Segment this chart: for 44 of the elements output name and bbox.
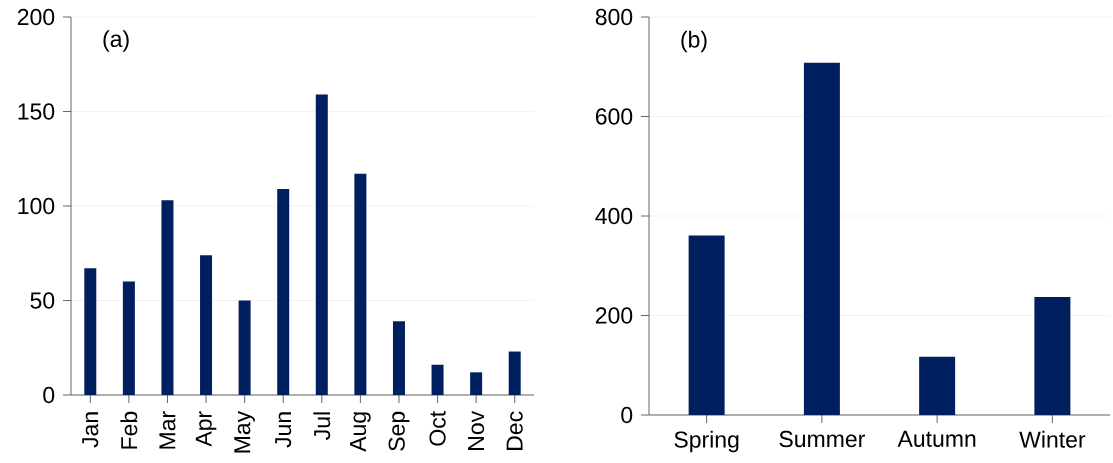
text: (a) <box>103 30 129 52</box>
x-tick-label: Spring <box>674 430 739 453</box>
bar <box>315 94 328 395</box>
bar <box>84 268 97 395</box>
x-tick-label: Winter <box>1019 430 1086 448</box>
bar <box>277 188 290 395</box>
y-tick-label: 800 <box>595 8 633 26</box>
x-tick-label: Jul <box>313 412 331 440</box>
y-tick-label: 400 <box>595 207 633 225</box>
bar <box>354 173 367 395</box>
y-tick-label: 600 <box>595 108 633 125</box>
bar <box>470 372 483 395</box>
x-tick-label: May <box>234 410 255 453</box>
y-tick-label: 100 <box>18 197 55 215</box>
bar <box>1034 297 1071 415</box>
y-tick-label: 0 <box>621 406 633 424</box>
x-tick-label: Apr <box>195 411 217 447</box>
bar <box>688 235 725 415</box>
x-tick-label: Summer <box>779 430 865 448</box>
y-tick-label: 150 <box>18 103 55 120</box>
text: (b) <box>681 30 707 53</box>
x-tick-label: Jun <box>275 412 292 448</box>
bar <box>431 364 444 395</box>
x-tick-label: Feb <box>120 411 138 449</box>
bar <box>508 351 521 395</box>
bar <box>200 255 213 395</box>
x-tick-label: Aug <box>350 412 371 452</box>
x-tick-label: Autumn <box>897 430 976 447</box>
x-tick-label: Mar <box>159 411 176 449</box>
bar <box>919 356 956 415</box>
bar <box>238 300 251 395</box>
y-tick-label: 200 <box>595 307 633 324</box>
x-tick-label: Oct <box>429 411 446 446</box>
x-tick-label: Sep <box>388 411 410 451</box>
x-tick-label: Dec <box>506 411 523 450</box>
bar <box>161 200 174 395</box>
bar <box>392 321 405 395</box>
x-tick-label: Nov <box>468 410 485 450</box>
x-tick-label: Jan <box>82 412 99 448</box>
y-tick-label: 0 <box>43 386 55 404</box>
y-tick-label: 200 <box>17 8 55 26</box>
y-tick-label: 50 <box>30 292 55 309</box>
bar <box>803 62 840 415</box>
bar <box>122 281 135 395</box>
